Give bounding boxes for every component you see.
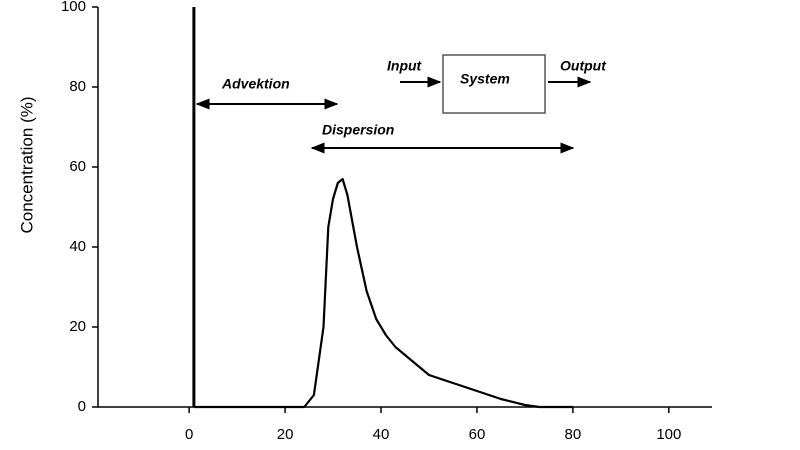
x-tick-label: 20 (277, 426, 294, 443)
annotations: Advektion Dispersion System Input Output (195, 54, 607, 154)
y-tick-label: 60 (69, 158, 86, 175)
input-label: Input (387, 58, 423, 74)
y-tick-label: 20 (69, 318, 86, 335)
advection-label: Advektion (221, 76, 290, 92)
x-tick-label: 0 (185, 426, 193, 443)
dispersion-label: Dispersion (322, 122, 394, 138)
y-tick-label: 0 (78, 398, 86, 415)
system-box (442, 54, 546, 114)
x-tick-label: 100 (656, 426, 681, 443)
y-tick-label: 40 (69, 238, 86, 255)
x-tick-label: 60 (469, 426, 486, 443)
y-tick-label: 100 (61, 0, 86, 15)
y-tick-label: 80 (69, 78, 86, 95)
y-axis-label: Concentration (%) (17, 96, 36, 233)
data-line (193, 177, 573, 409)
x-tick-label: 40 (373, 426, 390, 443)
system-label: System (460, 71, 510, 87)
output-label: Output (560, 58, 607, 74)
x-tick-label: 80 (565, 426, 582, 443)
